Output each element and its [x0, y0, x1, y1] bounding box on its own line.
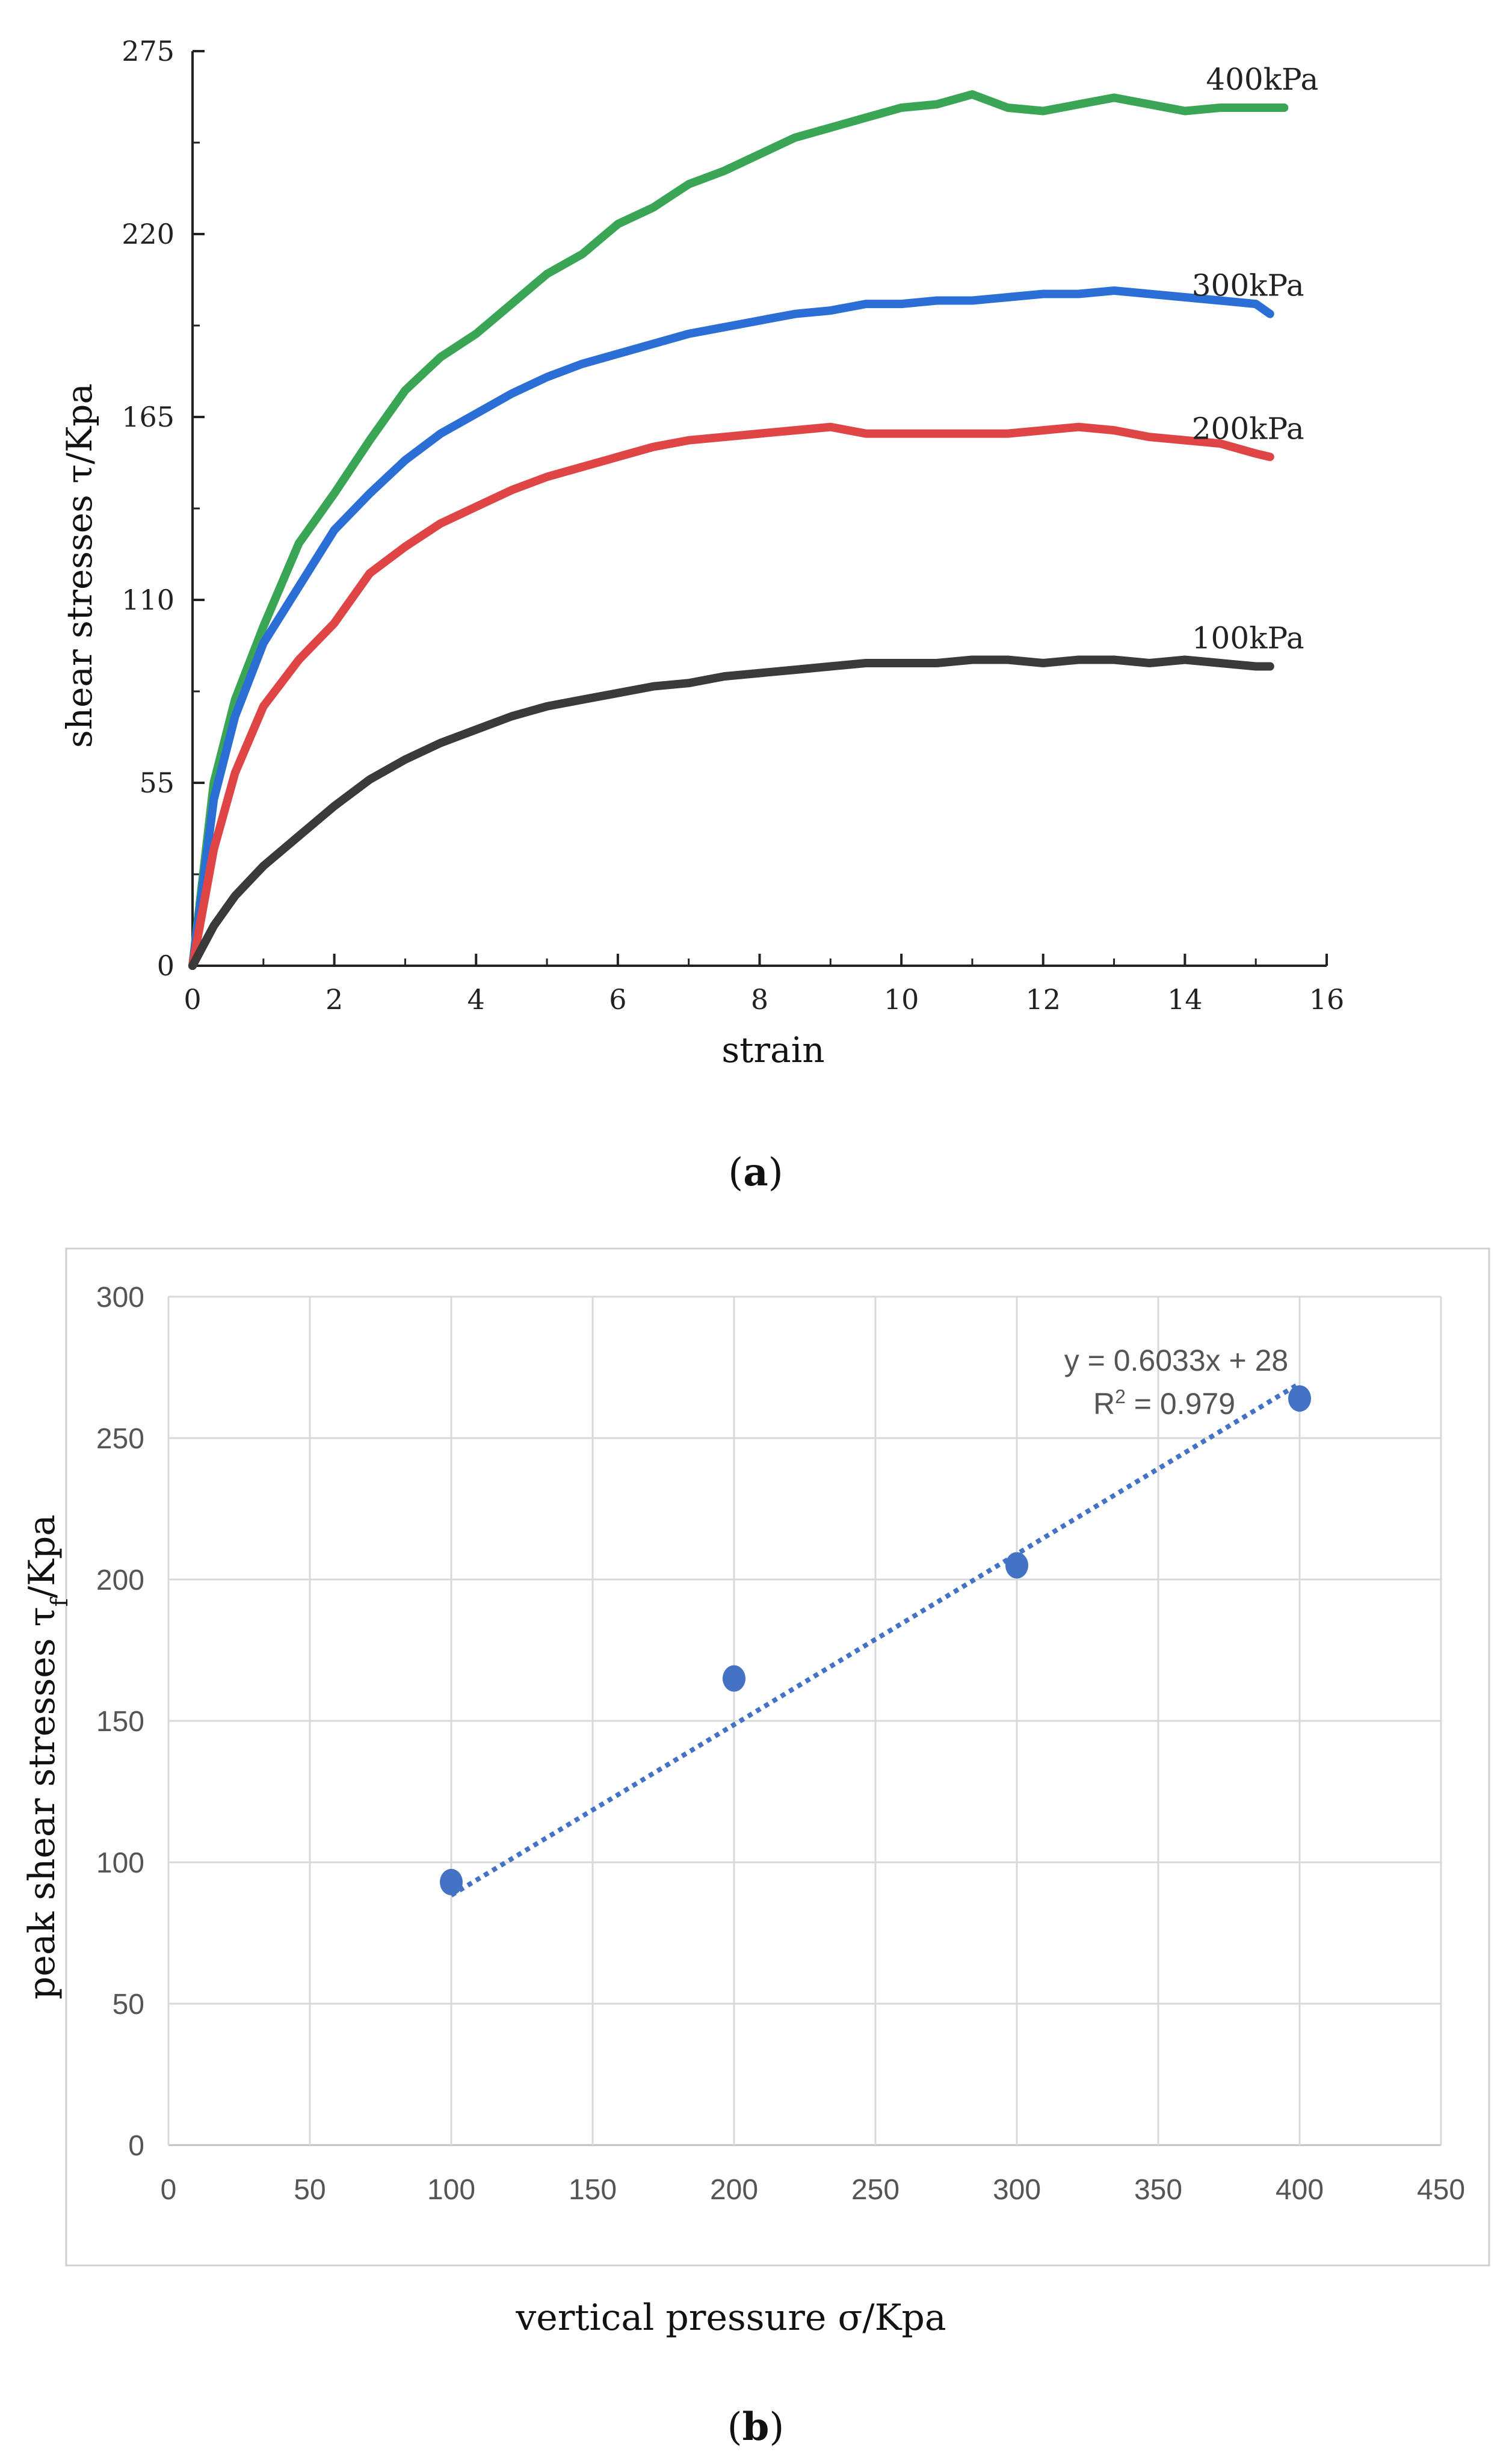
panel-b-x-tick-label: 250	[851, 2174, 899, 2206]
panel-a-series-line-300kpa	[188, 286, 1274, 970]
panel-a-y-axis-label: shear stresses τ/Kpa	[59, 383, 100, 748]
panel-b-y-tick-label: 250	[96, 1423, 144, 1455]
panel-a-x-axis-label: strain	[721, 1030, 824, 1070]
panel-b-chart-border	[65, 1247, 1490, 2267]
panel-b-y-axis-label: peak shear stresses τf/Kpa	[21, 1515, 73, 1999]
panel-a-series-label-100kpa: 100kPa	[1192, 621, 1304, 656]
panel-b-y-tick-label: 200	[96, 1564, 144, 1596]
panel-a-x-tick-label: 12	[1025, 983, 1061, 1016]
panel-a-series-line-100kpa	[188, 655, 1274, 970]
panel-b-x-tick-label: 150	[569, 2174, 617, 2206]
panel-a-series-group	[188, 90, 1289, 970]
panel-a-series-labels: 400kPa 300kPa 200kPa 100kPa	[1192, 62, 1319, 656]
panel-b-data-point	[440, 1868, 463, 1895]
panel-b-x-tick-label: 300	[993, 2174, 1041, 2206]
panel-b-y-tick-label: 150	[96, 1706, 144, 1738]
panel-b-trendline	[449, 1381, 1301, 1898]
panel-b-x-axis-label: vertical pressure σ/Kpa	[515, 2297, 946, 2339]
panel-b-chart: 0 50 100 150 200 250 300 0 50 100 150 200 250 300 350 4…	[65, 1247, 1490, 2267]
panel-a-x-tick-label: 6	[609, 983, 626, 1016]
panel-a-y-tick-label: 220	[122, 218, 174, 250]
panel-a-axes: 0 55 110 165 220 275 0 2 4 6 8 10 12 14 16	[122, 35, 1344, 1016]
panel-a-series-label-400kpa: 400kPa	[1206, 62, 1318, 97]
panel-b-caption-letter: b	[742, 2404, 770, 2450]
panel-b-x-tick-label: 50	[294, 2174, 326, 2206]
panel-b-y-axis-label-main: peak shear stresses τ	[21, 1607, 63, 1999]
panel-b-x-tick-label: 0	[161, 2174, 177, 2206]
panel-b-y-tick-label: 0	[128, 2130, 144, 2162]
panel-b-y-tick-label: 300	[96, 1282, 144, 1314]
panel-b-trend-equation: y = 0.6033x + 28	[1064, 1344, 1289, 1377]
panel-a-caption: (a)	[728, 1150, 783, 1195]
panel-a-x-tick-label: 10	[884, 983, 919, 1016]
panel-b-y-axis-label-unit: /Kpa	[21, 1515, 63, 1598]
panel-a-series-label-200kpa: 200kPa	[1192, 411, 1304, 446]
panel-b-x-tick-label: 200	[710, 2174, 758, 2206]
panel-b-r-squared: R2 = 0.979	[1093, 1386, 1235, 1421]
panel-a-x-tick-label: 4	[467, 983, 485, 1016]
panel-b-x-tick-label: 450	[1417, 2174, 1465, 2206]
panel-a-chart: 0 55 110 165 220 275 0 2 4 6 8 10 12 14 16 400kPa 300kP…	[59, 35, 1344, 1070]
panel-b-gridlines: 0 50 100 150 200 250 300 0 50 100 150 200 250 300 350 4…	[96, 1282, 1465, 2206]
panel-a-caption-letter: a	[743, 1150, 768, 1195]
panel-b-x-tick-label: 100	[427, 2174, 475, 2206]
panel-a-y-tick-label: 110	[122, 584, 174, 616]
panel-b-y-tick-label: 100	[96, 1847, 144, 1879]
panel-a-series-label-300kpa: 300kPa	[1192, 268, 1304, 303]
panel-b-r2-superscript: 2	[1115, 1386, 1126, 1407]
panel-a-y-tick-label: 165	[122, 401, 174, 433]
panel-a-y-tick-label: 275	[122, 35, 174, 67]
panel-b-data-point	[1288, 1385, 1311, 1412]
panel-a-series-line-400kpa	[188, 90, 1289, 970]
panel-b-y-axis-label-subscript: f	[46, 1596, 73, 1607]
panel-b-x-tick-label: 350	[1134, 2174, 1182, 2206]
panel-b-data-points	[440, 1385, 1311, 1895]
panel-a-x-tick-label: 2	[326, 983, 343, 1016]
panel-b-trendline-group	[449, 1381, 1301, 1898]
panel-b-r2-prefix: R	[1093, 1387, 1115, 1421]
panel-a-y-tick-label: 55	[139, 767, 174, 799]
panel-a-x-tick-label: 14	[1167, 983, 1203, 1016]
panel-b-caption: (b)	[727, 2404, 785, 2450]
panel-a-x-tick-label: 8	[751, 983, 768, 1016]
panel-b-x-tick-label: 400	[1276, 2174, 1324, 2206]
panel-b-data-point	[1005, 1552, 1028, 1579]
panel-a-series-line-200kpa	[188, 422, 1274, 970]
panel-a-x-tick-label: 16	[1309, 983, 1345, 1016]
panel-b-r2-value: = 0.979	[1126, 1387, 1235, 1421]
panel-b-y-tick-label: 50	[113, 1989, 144, 2021]
panel-b-data-point	[723, 1665, 745, 1692]
panel-a-x-tick-label: 0	[184, 983, 201, 1016]
panel-a-y-tick-label: 0	[157, 949, 174, 982]
